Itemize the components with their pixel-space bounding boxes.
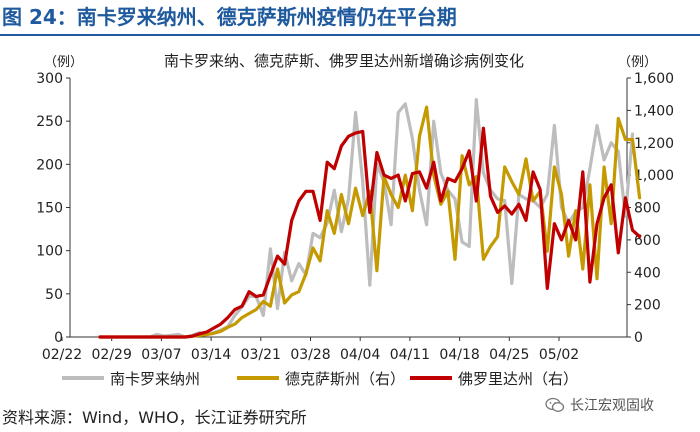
legend: 南卡罗来纳州 德克萨斯州（右） 佛罗里达州（右） xyxy=(62,370,578,388)
y-right-unit: （例） xyxy=(618,55,657,70)
x-tick-label: 04/11 xyxy=(390,347,430,363)
watermark: 长江宏观固收 xyxy=(545,394,654,416)
y-right-tick-label: 1,200 xyxy=(634,136,674,152)
y-right-tick-label: 400 xyxy=(634,265,661,281)
x-tick-label: 04/18 xyxy=(439,347,479,363)
x-tick-label: 03/28 xyxy=(290,347,330,363)
y-right-tick-label: 1,600 xyxy=(634,71,674,87)
y-left-tick-label: 50 xyxy=(45,287,63,303)
x-tick-label: 04/25 xyxy=(489,347,529,363)
series-line-south-carolina xyxy=(98,98,635,339)
y-left-tick-label: 250 xyxy=(36,114,63,130)
watermark-text: 长江宏观固收 xyxy=(570,398,654,414)
y-left-tick-label: 300 xyxy=(36,71,63,87)
x-tick-label: 02/22 xyxy=(42,347,82,363)
y-left-tick-label: 150 xyxy=(36,201,63,217)
axes: 05010015020025030002004006008001,0001,20… xyxy=(36,71,674,363)
x-tick-label: 05/02 xyxy=(539,347,579,363)
x-tick-label: 04/04 xyxy=(340,347,380,363)
x-tick-label: 03/14 xyxy=(191,347,231,363)
series-line-texas xyxy=(98,105,642,339)
y-right-tick-label: 0 xyxy=(634,330,643,346)
y-right-tick-label: 800 xyxy=(634,201,661,217)
y-left-tick-label: 200 xyxy=(36,157,63,173)
x-tick-label: 03/07 xyxy=(141,347,181,363)
y-right-tick-label: 200 xyxy=(634,298,661,314)
series-line-florida xyxy=(98,126,642,339)
wechat-icon xyxy=(545,397,565,412)
x-tick-label: 02/29 xyxy=(92,347,132,363)
legend-label: 佛罗里达州（右） xyxy=(458,370,578,388)
source-note: 资料来源：Wind，WHO，长江证券研究所 xyxy=(2,408,307,427)
y-left-unit: （例） xyxy=(44,55,83,70)
y-left-tick-label: 0 xyxy=(54,330,63,346)
y-right-tick-label: 1,400 xyxy=(634,103,674,119)
x-tick-label: 03/21 xyxy=(241,347,281,363)
y-left-tick-label: 100 xyxy=(36,244,63,260)
series-lines xyxy=(98,98,642,339)
chart-title: 南卡罗来纳、德克萨斯、佛罗里达州新增确诊病例变化 xyxy=(164,52,524,70)
figure-title: 图 24：南卡罗来纳州、德克萨斯州疫情仍在平台期 xyxy=(0,0,700,36)
legend-label: 德克萨斯州（右） xyxy=(285,370,405,388)
y-right-tick-label: 1,000 xyxy=(634,168,674,184)
legend-label: 南卡罗来纳州 xyxy=(110,370,200,388)
